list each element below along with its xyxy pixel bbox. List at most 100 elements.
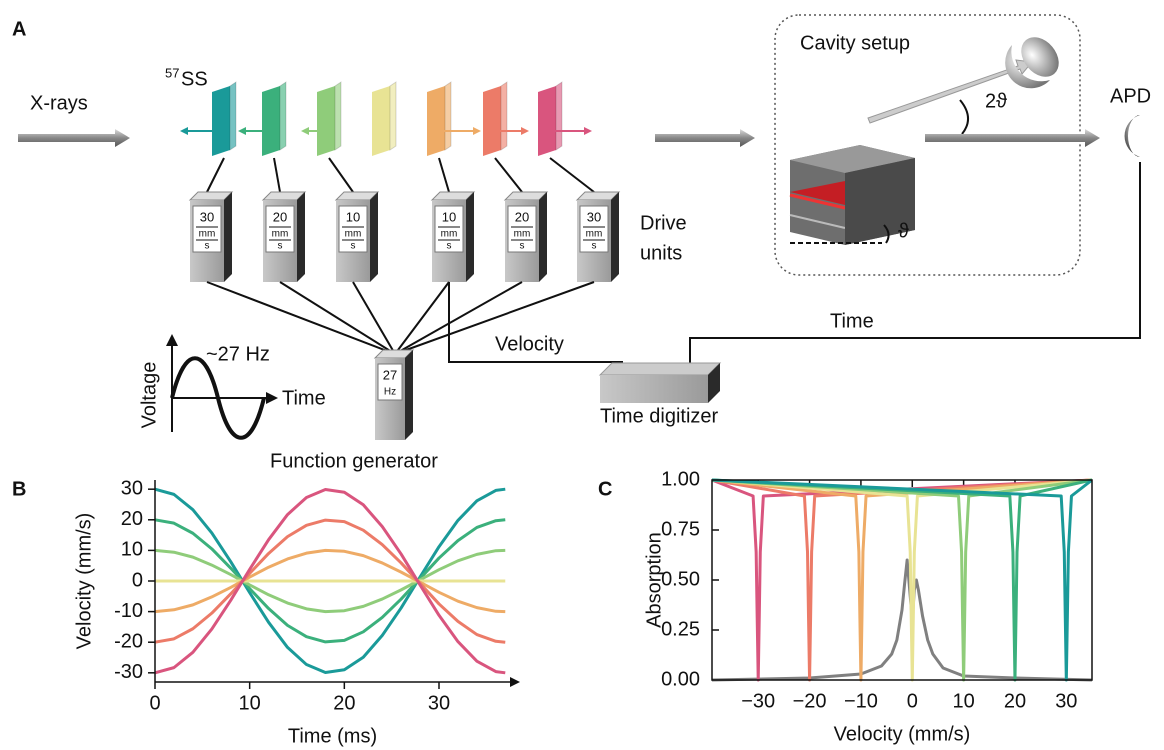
source-label: X-rays <box>30 92 88 114</box>
x-axis-title: Velocity (mm/s) <box>834 723 971 745</box>
velocity-arrow-head <box>238 127 246 135</box>
generator-wire <box>394 281 450 355</box>
drive-side <box>224 192 232 282</box>
x-tick-label: 0 <box>907 690 918 712</box>
angle: ϑ <box>898 220 909 242</box>
series-line <box>712 478 1092 682</box>
connector <box>273 157 281 193</box>
x-axis-title: Time (ms) <box>288 725 377 747</box>
connector <box>328 157 354 193</box>
angle-arc <box>959 99 969 135</box>
mirror <box>1021 37 1059 77</box>
beam <box>655 129 755 147</box>
velocity-wire-label: Velocity <box>495 333 564 355</box>
drive-label-bg <box>338 205 368 253</box>
drive-speed: 10 <box>346 209 360 224</box>
generator-label: Function generator <box>270 450 438 472</box>
x-axis-arrow <box>510 677 520 687</box>
drive-unit-bottom: s <box>278 241 283 252</box>
drive-side <box>370 192 378 282</box>
y-tick-label: 1.00 <box>661 468 700 490</box>
digitizer-label: Time digitizer <box>600 405 719 427</box>
plate <box>483 86 501 156</box>
y-tick-label: 0.75 <box>661 518 700 540</box>
drive-unit-top: mm <box>441 229 458 240</box>
drive-label-bg <box>507 205 537 253</box>
series-line <box>712 478 1092 682</box>
plate-edge <box>389 81 397 151</box>
sample-label: SS <box>181 68 208 90</box>
x-tick-label: 10 <box>239 692 261 714</box>
drive-speed: 30 <box>587 209 601 224</box>
x-tick-label: −30 <box>741 690 775 712</box>
series-line <box>712 478 1092 682</box>
plate-edge <box>500 81 508 151</box>
y-axis-title: Velocity (mm/s) <box>73 513 95 650</box>
generator-wire <box>394 281 523 355</box>
generator-value: 27 <box>383 367 397 382</box>
panel-a: A X-rays 57 SS 30mms20mms10mms10mms20mms… <box>12 14 1151 472</box>
plate-edge <box>444 81 452 151</box>
drive-unit-bottom: s <box>351 241 356 252</box>
time-wire-label: Time <box>830 310 874 332</box>
y-tick-label: 10 <box>121 539 143 561</box>
drive-unit-top: mm <box>345 229 362 240</box>
drive-side <box>611 192 619 282</box>
drive-unit-top: mm <box>199 229 216 240</box>
drive-label: Drive <box>640 212 687 234</box>
y-tick-label: 20 <box>121 508 143 530</box>
y-tick-label: -10 <box>114 600 143 622</box>
drive-unit-bottom: s <box>205 241 210 252</box>
plot-frame <box>711 479 1093 681</box>
drive-label-bg <box>192 205 222 253</box>
drive-unit-bottom: s <box>447 241 452 252</box>
x-tick-label: 20 <box>1004 690 1026 712</box>
y-tick-label: -30 <box>114 661 143 683</box>
y-tick-label: 0.25 <box>661 618 700 640</box>
plate <box>427 86 445 156</box>
cavity-title: Cavity setup <box>800 32 910 54</box>
series-line <box>712 478 1092 682</box>
series-line <box>154 487 506 675</box>
drive-speed: 20 <box>515 209 529 224</box>
x-tick-label: 0 <box>149 692 160 714</box>
drive-label-bg <box>265 205 295 253</box>
y-tick-label: 0.50 <box>661 568 700 590</box>
drive-unit-top: mm <box>586 229 603 240</box>
generator-wire <box>206 281 396 355</box>
x-tick-label: 30 <box>1055 690 1077 712</box>
x-tick-label: 20 <box>333 692 355 714</box>
y-tick-label: -20 <box>114 630 143 652</box>
plate-edge <box>279 81 287 151</box>
transmitted-beam <box>925 129 1100 147</box>
series-line <box>712 478 1092 682</box>
plate <box>538 86 556 156</box>
reflected-beam <box>867 59 1033 124</box>
drive-speed: 20 <box>273 209 287 224</box>
plate <box>372 86 390 156</box>
signal-frequency: ~27 Hz <box>206 343 270 365</box>
panel-label: A <box>12 18 26 40</box>
detector <box>1124 115 1140 157</box>
y-tick-label: 0.00 <box>661 668 700 690</box>
drive-speed: 30 <box>200 209 214 224</box>
xray-beam <box>18 129 130 147</box>
velocity-arrow-head <box>584 127 592 135</box>
time-digitizer <box>598 362 722 403</box>
x-tick-label: 10 <box>952 690 974 712</box>
series-line <box>712 558 1092 682</box>
plate <box>262 86 280 156</box>
drive-unit-bottom: s <box>592 241 597 252</box>
series-line <box>712 478 1092 682</box>
angle-2: 2ϑ <box>985 90 1007 112</box>
signal-sketch <box>166 334 278 440</box>
mirror <box>1005 45 1050 89</box>
velocity-arrow-head <box>301 127 309 135</box>
sample-sup: 57 <box>165 65 179 80</box>
series-line <box>154 487 506 675</box>
drive-unit-top: mm <box>514 229 531 240</box>
wires <box>206 281 595 355</box>
series-line <box>154 518 506 644</box>
